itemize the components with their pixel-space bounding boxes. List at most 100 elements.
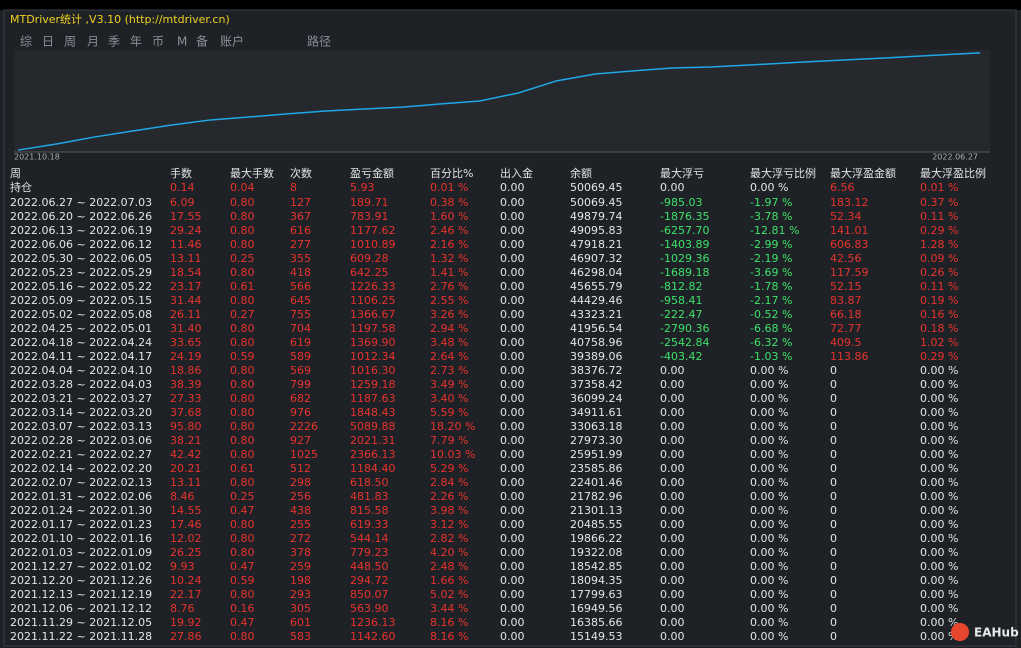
tab[interactable]: 周 <box>64 35 76 49</box>
tab[interactable]: 路径 <box>307 34 331 49</box>
cell: 0.00 <box>500 266 525 279</box>
cell: 15149.53 <box>570 630 623 643</box>
cell: 23.17 <box>170 280 202 293</box>
cell: 0.00 % <box>920 448 958 461</box>
cell: 0.00 % <box>920 504 958 517</box>
cell: 17.55 <box>170 210 202 223</box>
cell: 9.93 <box>170 560 195 573</box>
cell: 0.80 <box>230 476 255 489</box>
cell: 19.92 <box>170 616 202 629</box>
column-header: 出入金 <box>500 166 533 180</box>
cell: 95.80 <box>170 420 202 433</box>
cell: 0 <box>830 462 837 475</box>
cell: 5.29 % <box>430 462 468 475</box>
cell: 18.20 % <box>430 420 475 433</box>
cell: 16385.66 <box>570 616 623 629</box>
cell: 0.00 % <box>920 434 958 447</box>
row-label: 2021.12.13 ~ 2021.12.19 <box>10 588 152 601</box>
cell: 0.00 <box>660 462 685 475</box>
cell: 183.12 <box>830 196 869 209</box>
cell: 45655.79 <box>570 280 623 293</box>
tab[interactable]: 币 <box>152 35 164 49</box>
cell: 0.00 % <box>750 448 788 461</box>
row-label: 2022.05.16 ~ 2022.05.22 <box>10 280 152 293</box>
cell: 0.04 <box>230 181 255 194</box>
tab[interactable]: 综 <box>20 35 32 49</box>
cell: 0.00 % <box>920 406 958 419</box>
cell: -12.81 % <box>750 224 799 237</box>
cell: 18094.35 <box>570 574 623 587</box>
cell: 0 <box>830 448 837 461</box>
cell: 815.58 <box>350 504 389 517</box>
cell: 12.02 <box>170 532 202 545</box>
tab[interactable]: 年 <box>130 35 142 49</box>
cell: -2.17 % <box>750 294 792 307</box>
tab[interactable]: 季 <box>108 35 120 49</box>
cell: 0.00 <box>500 504 525 517</box>
cell: 0.00 <box>500 588 525 601</box>
cell: 0.00 <box>500 181 525 194</box>
cell: 0.37 % <box>920 196 958 209</box>
cell: 0.00 <box>660 378 685 391</box>
cell: 0 <box>830 532 837 545</box>
cell: 18542.85 <box>570 560 623 573</box>
cell: 0.80 <box>230 630 255 643</box>
column-header: 最大浮盈金额 <box>830 166 896 180</box>
cell: 0.80 <box>230 224 255 237</box>
cell: 3.26 % <box>430 308 468 321</box>
cell: 277 <box>290 238 311 251</box>
cell: 0.38 % <box>430 196 468 209</box>
cell: 0.11 % <box>920 210 958 223</box>
cell: -958.41 <box>660 294 702 307</box>
tab[interactable]: 备 <box>196 35 208 49</box>
row-label: 2022.01.10 ~ 2022.01.16 <box>10 532 152 545</box>
row-label: 2021.11.29 ~ 2021.12.05 <box>10 616 152 629</box>
cell: 189.71 <box>350 196 389 209</box>
cell: 0 <box>830 392 837 405</box>
cell: 27.33 <box>170 392 202 405</box>
cell: 3.98 % <box>430 504 468 517</box>
row-label: 2022.06.27 ~ 2022.07.03 <box>10 196 152 209</box>
cell: 0.00 <box>500 196 525 209</box>
cell: 31.44 <box>170 294 202 307</box>
cell: 0.25 <box>230 490 255 503</box>
cell: 0.00 % <box>920 462 958 475</box>
cell: 20485.55 <box>570 518 623 531</box>
tab[interactable]: 月 <box>87 35 99 49</box>
cell: 606.83 <box>830 238 869 251</box>
cell: 755 <box>290 308 311 321</box>
cell: 0.01 % <box>920 181 958 194</box>
cell: 34911.61 <box>570 406 623 419</box>
cell: 1236.13 <box>350 616 396 629</box>
cell: 0.61 <box>230 462 255 475</box>
row-label: 2021.11.22 ~ 2021.11.28 <box>10 630 152 643</box>
tab[interactable]: 日 <box>42 35 54 49</box>
cell: 25951.99 <box>570 448 623 461</box>
tab[interactable]: 账户 <box>220 34 244 49</box>
cell: 0.25 <box>230 252 255 265</box>
cell: -2.19 % <box>750 252 792 265</box>
cell: 38.39 <box>170 378 202 391</box>
column-header: 次数 <box>290 166 312 180</box>
cell: -0.52 % <box>750 308 792 321</box>
cell: 52.15 <box>830 280 862 293</box>
cell: 0.00 % <box>750 602 788 615</box>
cell: -2790.36 <box>660 322 709 335</box>
cell: 0.80 <box>230 448 255 461</box>
cell: 1.66 % <box>430 574 468 587</box>
cell: 3.48 % <box>430 336 468 349</box>
cell: -403.42 <box>660 350 702 363</box>
tab[interactable]: M <box>177 35 187 49</box>
row-label: 2022.05.23 ~ 2022.05.29 <box>10 266 152 279</box>
column-header: 周 <box>10 167 21 180</box>
cell: -1403.89 <box>660 238 709 251</box>
row-label: 2022.01.03 ~ 2022.01.09 <box>10 546 152 559</box>
cell: 0.00 <box>500 462 525 475</box>
cell: 19322.08 <box>570 546 623 559</box>
cell: 1366.67 <box>350 308 396 321</box>
cell: 0 <box>830 546 837 559</box>
cell: 293 <box>290 588 311 601</box>
cell: 44429.46 <box>570 294 623 307</box>
row-label: 2022.02.14 ~ 2022.02.20 <box>10 462 152 475</box>
cell: 256 <box>290 490 311 503</box>
